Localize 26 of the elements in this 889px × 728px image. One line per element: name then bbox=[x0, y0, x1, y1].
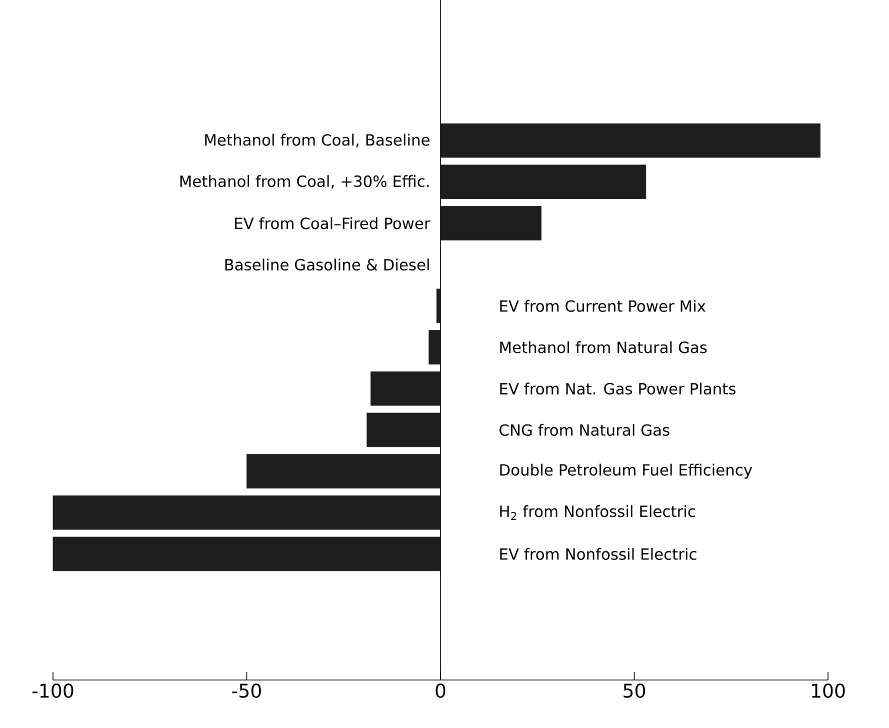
y-tick-label: Methanol from Coal, Baseline bbox=[205, 134, 430, 148]
x-tick-label: 50 bbox=[624, 684, 646, 698]
y-tick-label: Baseline Gasoline & Diesel bbox=[225, 258, 429, 271]
bar bbox=[440, 164, 646, 200]
y-tick-label: EV from Coal–Fired Power bbox=[235, 217, 430, 230]
y-tick-label: Methanol from Natural Gas bbox=[500, 341, 707, 354]
bar bbox=[246, 454, 441, 488]
x-tick-label: 100 bbox=[812, 684, 845, 698]
bar bbox=[52, 536, 441, 572]
bar bbox=[436, 288, 441, 324]
bar bbox=[370, 371, 441, 406]
y-tick-label: EV from Current Power Mix bbox=[500, 300, 706, 312]
bar bbox=[52, 495, 441, 530]
y-tick-label: Double Petroleum Fuel Efficiency bbox=[500, 464, 752, 479]
bar bbox=[428, 330, 441, 364]
y-tick-label: Methanol from Coal, +30% Effic. bbox=[180, 175, 429, 189]
bar bbox=[366, 412, 441, 448]
y-tick-label: EV from Nat. Gas Power Plants bbox=[500, 382, 736, 395]
bar bbox=[440, 123, 820, 158]
x-tick-label: 0 bbox=[436, 684, 446, 698]
y-tick-label: CNG from Natural Gas bbox=[500, 424, 670, 436]
bar bbox=[440, 206, 542, 240]
x-tick-label: -50 bbox=[232, 684, 261, 698]
y-tick-label: EV from Nonfossil Electric bbox=[500, 548, 696, 560]
y-tick-label: H$_{2}$ from Nonfossil Electric bbox=[500, 505, 695, 520]
x-tick-label: -100 bbox=[32, 684, 74, 698]
